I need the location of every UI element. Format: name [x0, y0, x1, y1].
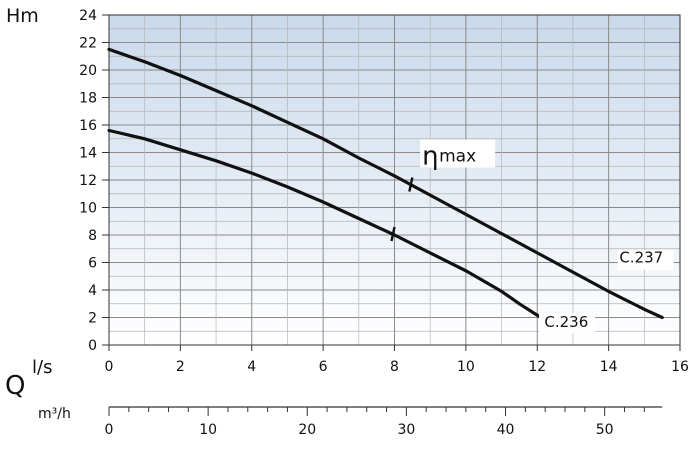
series-label-bg: [617, 250, 674, 271]
y-tick-label: 14: [79, 146, 97, 162]
y-tick-label: 20: [79, 63, 97, 79]
secondary-axis: 0 10 20 30 40 50: [105, 406, 663, 438]
x-tick-label: 8: [390, 359, 399, 375]
secondary-axis-label: m³/h: [38, 406, 71, 422]
series-label: C.237: [619, 249, 663, 267]
x-tick-label: 12: [528, 359, 546, 375]
y-tick-label: 12: [79, 173, 97, 189]
grid: [108, 14, 681, 346]
series-lines: C.237 C.236: [107, 47, 674, 334]
secondary-tick-label: 10: [199, 422, 217, 438]
x-axis-label: l/s: [32, 357, 52, 378]
secondary-tick-label: 50: [596, 422, 614, 438]
x-tick-label: 16: [671, 359, 689, 375]
series-line-C237: [107, 47, 664, 320]
eta-label: max: [439, 147, 476, 167]
eta-label-bg: [420, 139, 496, 168]
y-tick-label: 4: [88, 283, 97, 299]
x-tick-label: 4: [247, 359, 256, 375]
y-tick-label: 0: [88, 338, 97, 354]
y-tick-label: 10: [79, 201, 97, 217]
y-tick-label: 6: [88, 256, 97, 272]
secondary-tick-label: 40: [497, 422, 515, 438]
x-axis: 0 2 4 6 8 10 12 14 16: [105, 345, 689, 375]
secondary-tick-label: 0: [105, 422, 114, 438]
x-tick-label: 14: [600, 359, 618, 375]
x-tick-label: 6: [319, 359, 328, 375]
eta-max-mark: [408, 177, 414, 192]
eta-symbol: η: [422, 142, 438, 172]
y-tick-label: 24: [79, 8, 97, 24]
y-tick-label: 18: [79, 91, 97, 107]
y-tick-label: 2: [88, 311, 97, 327]
secondary-tick-label: 20: [298, 422, 316, 438]
flow-symbol: Q: [5, 371, 25, 401]
annotations: η max: [420, 139, 496, 172]
series-label: C.236: [544, 313, 588, 331]
y-tick-label: 22: [79, 36, 97, 52]
secondary-tick-label: 30: [397, 422, 415, 438]
eta-max-mark: [390, 226, 396, 242]
series-line-C236: [107, 128, 543, 320]
series-label-bg: [539, 313, 596, 334]
y-tick-label: 8: [88, 228, 97, 244]
y-axis-label: Hm: [6, 5, 39, 27]
x-tick-label: 2: [176, 359, 185, 375]
x-tick-label: 10: [457, 359, 475, 375]
y-tick-label: 16: [79, 118, 97, 134]
x-tick-label: 0: [105, 359, 114, 375]
